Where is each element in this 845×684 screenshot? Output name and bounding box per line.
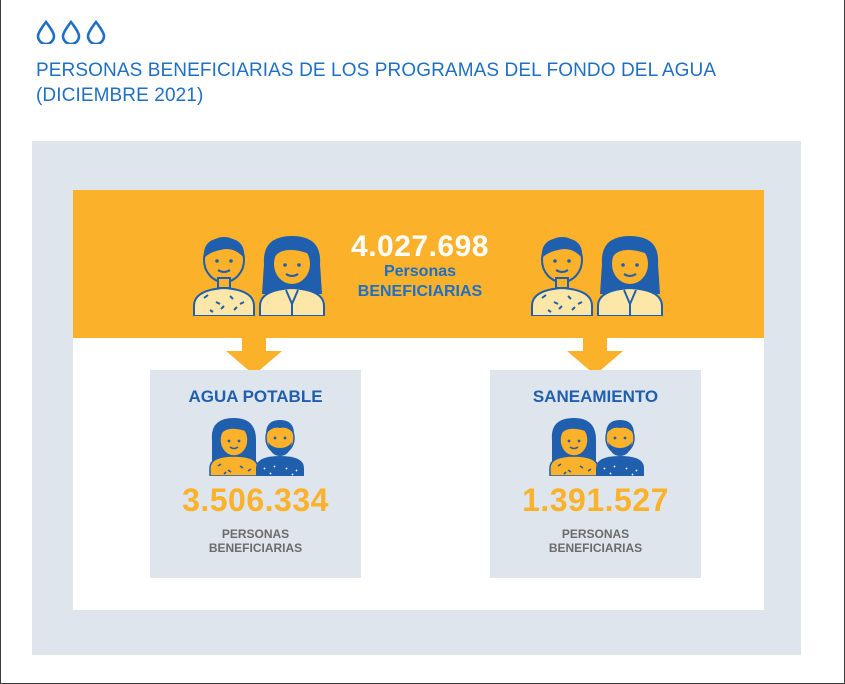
card-agua-potable: AGUA POTABLE 3.506.334 PERSONAS BENEFICI… (150, 370, 361, 578)
total-value: 4.027.698 (351, 230, 489, 263)
title-line-2: (DICIEMBRE 2021) (36, 85, 204, 106)
card-label-line-2: BENEFICIARIAS (548, 541, 643, 555)
total-label-line-1: Personas (383, 263, 457, 280)
card-saneamiento: SANEAMIENTO 1.391.527 PERSONAS BENEFICIA… (490, 370, 701, 578)
page-title: PERSONAS BENEFICIARIAS DE LOS PROGRAMAS … (36, 58, 796, 108)
card-heading: AGUA POTABLE (188, 387, 323, 406)
card-value: 3.506.334 (182, 482, 329, 518)
title-line-1: PERSONAS BENEFICIARIAS DE LOS PROGRAMAS … (36, 60, 717, 81)
card-label-line-1: PERSONAS (221, 527, 290, 541)
couple-icon (549, 418, 644, 476)
arrow-down-icon-right (567, 337, 623, 375)
couple-icon (209, 418, 304, 476)
card-label-line-2: BENEFICIARIAS (208, 541, 303, 555)
arrow-down-icon-left (226, 337, 282, 375)
card-value: 1.391.527 (522, 482, 669, 518)
people-icon-left (193, 236, 325, 316)
water-drops-icon (36, 20, 106, 44)
card-label-line-1: PERSONAS (561, 527, 630, 541)
total-label-line-2: BENEFICIARIAS (357, 283, 483, 300)
card-heading: SANEAMIENTO (532, 387, 659, 406)
people-icon-right (531, 236, 663, 316)
